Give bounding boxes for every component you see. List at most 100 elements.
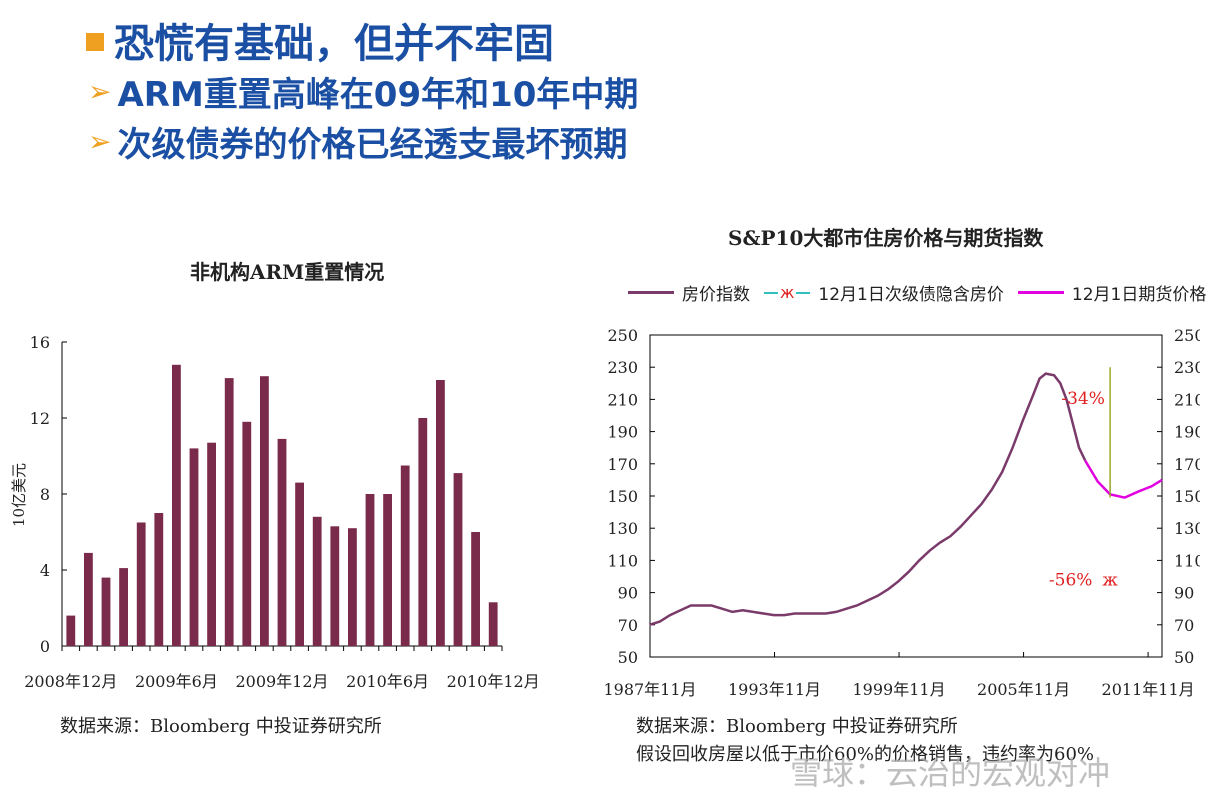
- x-tick-label: 1999年11月: [853, 680, 946, 699]
- x-tick-label: 2010年6月: [346, 672, 429, 691]
- bar-chart-axes: 0 4 8 12 16 2008年12月 2009年6月 2009年12月 2010年6月 201…: [24, 333, 539, 691]
- y-tick-label: 70: [618, 616, 638, 635]
- y-tick-label: 0: [40, 637, 50, 656]
- y-tick-label: 12: [30, 409, 50, 428]
- asterisk-marker-icon: ж: [780, 283, 795, 302]
- bar-chart-bars: [66, 364, 498, 646]
- y-tick-label-right: 90: [1174, 584, 1194, 603]
- y-tick-label-right: 150: [1174, 487, 1200, 506]
- legend-item-futures: 12月1日期货价格: [1017, 280, 1207, 305]
- y-tick-label: 230: [607, 358, 638, 377]
- legend-label: 12月1日次级债隐含房价: [818, 285, 1004, 305]
- arrow-bullet-icon: ➢: [88, 74, 112, 108]
- plot-frame: [649, 334, 1163, 658]
- bar: [295, 482, 304, 646]
- x-tick-label: 2010年12月: [447, 672, 540, 691]
- y-tick-label-right: 70: [1174, 616, 1194, 635]
- bar: [330, 526, 340, 646]
- slide-title: 恐慌有基础，但并不牢固: [114, 21, 554, 67]
- x-tick-label: 1987年11月: [603, 680, 696, 699]
- y-tick-label-right: 210: [1174, 390, 1200, 409]
- series-line-house-index: [649, 372, 1087, 626]
- bar: [471, 532, 480, 646]
- legend-swatch: ж: [764, 283, 811, 302]
- legend-label: 12月1日期货价格: [1071, 285, 1207, 305]
- y-tick-label: 190: [607, 423, 638, 442]
- y-tick-label: 170: [607, 455, 638, 474]
- left-source-note: 数据来源：Bloomberg 中投证券研究所: [60, 716, 382, 737]
- bar: [101, 577, 111, 646]
- x-tick-label: 2005年11月: [977, 680, 1070, 699]
- bar: [84, 552, 93, 646]
- bar: [154, 513, 164, 646]
- y-tick-label-right: 170: [1174, 455, 1200, 474]
- chart-annotation: -56%: [1049, 571, 1093, 591]
- legend-item-implied-price: ж 12月1日次级债隐含房价: [764, 280, 1004, 305]
- legend-swatch: [628, 291, 674, 294]
- x-tick-label: 2011年11月: [1102, 680, 1195, 699]
- y-tick-label: 150: [607, 487, 638, 506]
- line-chart-legend: 房价指数 ж 12月1日次级债隐含房价 12月1日期货价格: [628, 280, 1220, 305]
- bar: [488, 602, 498, 646]
- chart-annotation: -34%: [1061, 389, 1105, 409]
- x-tick-label: 2008年12月: [24, 672, 117, 691]
- bar: [383, 494, 392, 646]
- bar: [365, 494, 375, 646]
- bar: [189, 448, 199, 646]
- bar: [172, 364, 181, 646]
- bar-chart-ylabel: 10亿美元: [10, 463, 28, 527]
- bar: [418, 418, 428, 646]
- legend-item-house-index: 房价指数: [628, 280, 750, 305]
- right-assumption-note: 假设回收房屋以低于市价60%的价格销售，违约率为60%: [636, 744, 1095, 765]
- legend-label: 房价指数: [682, 285, 750, 305]
- y-tick-label-right: 110: [1174, 551, 1200, 570]
- y-tick-label: 4: [40, 561, 50, 580]
- y-tick-label-right: 50: [1174, 648, 1194, 667]
- square-bullet-icon: [86, 33, 104, 51]
- line-chart-series: [649, 367, 1163, 626]
- line-chart-annotations: -34% -56% ж: [1049, 389, 1118, 591]
- y-tick-label: 210: [607, 390, 638, 409]
- bar: [119, 568, 128, 646]
- bar: [207, 442, 216, 646]
- y-tick-label: 250: [607, 326, 638, 345]
- line-chart-axes: 50 50 70 70 90 90 110 110 130 130 150 150 170 170 190 1…: [603, 326, 1200, 699]
- slide-headline: 恐慌有基础，但并不牢固 ➢ ARM重置高峰在09年和10年中期 ➢ 次级债券的价…: [86, 14, 638, 166]
- bar: [348, 528, 357, 646]
- y-tick-label: 8: [40, 485, 50, 504]
- bar: [453, 473, 463, 646]
- y-tick-label-right: 230: [1174, 358, 1200, 377]
- line-chart: 50 50 70 70 90 90 110 110 130 130 150 150 170 170 190 1…: [603, 326, 1200, 699]
- bullet-item: ➢ ARM重置高峰在09年和10年中期: [88, 66, 638, 116]
- y-tick-label: 16: [30, 333, 50, 352]
- y-tick-label-right: 130: [1174, 519, 1200, 538]
- bar: [436, 380, 445, 646]
- x-tick-label: 1993年11月: [728, 680, 821, 699]
- bar: [66, 615, 76, 646]
- line-chart-title: S&P10大都市住房价格与期货指数: [728, 226, 1044, 250]
- bar-chart: 0 4 8 12 16 2008年12月 2009年6月 2009年12月 2010年6月 201…: [10, 333, 540, 691]
- x-tick-label: 2009年12月: [235, 672, 328, 691]
- watermark: 雪球：云治的宏观对冲: [790, 754, 1111, 792]
- bar: [277, 438, 287, 646]
- slide-title-row: 恐慌有基础，但并不牢固: [86, 14, 638, 67]
- chart-annotation: ж: [1102, 571, 1118, 591]
- bar: [136, 522, 146, 646]
- series-line-futures: [1084, 459, 1163, 499]
- y-tick-label-right: 250: [1174, 326, 1200, 345]
- arrow-bullet-icon: ➢: [88, 124, 112, 158]
- bullet-text: ARM重置高峰在09年和10年中期: [117, 74, 639, 115]
- bar: [312, 516, 322, 646]
- right-source-note: 数据来源：Bloomberg 中投证券研究所: [636, 716, 958, 737]
- y-tick-label: 90: [618, 584, 638, 603]
- x-tick-label: 2009年6月: [135, 672, 218, 691]
- y-tick-label: 130: [607, 519, 638, 538]
- bar: [242, 421, 252, 646]
- bar: [400, 465, 410, 646]
- y-tick-label-right: 190: [1174, 423, 1200, 442]
- bullet-text: 次级债券的价格已经透支最坏预期: [117, 124, 628, 165]
- bar: [260, 376, 269, 646]
- bar: [224, 378, 234, 646]
- bar-chart-title: 非机构ARM重置情况: [190, 260, 385, 284]
- bullet-item: ➢ 次级债券的价格已经透支最坏预期: [88, 116, 638, 166]
